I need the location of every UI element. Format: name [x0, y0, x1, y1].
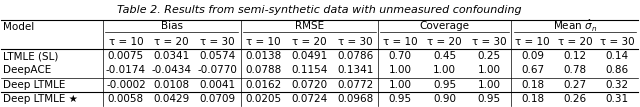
Text: 0.27: 0.27 — [563, 80, 586, 90]
Text: Mean $\hat{\sigma}_n$: Mean $\hat{\sigma}_n$ — [553, 18, 597, 34]
Text: 0.95: 0.95 — [433, 80, 456, 90]
Text: 0.0341: 0.0341 — [154, 51, 190, 61]
Text: 0.32: 0.32 — [605, 80, 629, 90]
Text: 0.0772: 0.0772 — [337, 80, 373, 90]
Text: τ = 10: τ = 10 — [515, 37, 550, 47]
Text: 0.95: 0.95 — [477, 94, 501, 104]
Text: LTMLE (SL): LTMLE (SL) — [3, 51, 59, 61]
Text: 0.0041: 0.0041 — [200, 80, 236, 90]
Text: 0.0138: 0.0138 — [245, 51, 282, 61]
Text: τ = 20: τ = 20 — [557, 37, 592, 47]
Text: 1.00: 1.00 — [389, 80, 412, 90]
Text: 0.86: 0.86 — [605, 65, 629, 75]
Text: τ = 30: τ = 30 — [600, 37, 635, 47]
Text: 0.18: 0.18 — [521, 80, 544, 90]
Text: 0.0786: 0.0786 — [337, 51, 373, 61]
Text: 0.26: 0.26 — [563, 94, 586, 104]
Text: Table 2. Results from semi-synthetic data with unmeasured confounding: Table 2. Results from semi-synthetic dat… — [117, 5, 522, 15]
Text: 0.45: 0.45 — [433, 51, 456, 61]
Text: -0.0002: -0.0002 — [106, 80, 146, 90]
Text: 0.0162: 0.0162 — [245, 80, 282, 90]
Text: 1.00: 1.00 — [389, 65, 412, 75]
Text: 0.0709: 0.0709 — [200, 94, 236, 104]
Text: 0.1341: 0.1341 — [337, 65, 373, 75]
Text: 0.0491: 0.0491 — [291, 51, 328, 61]
Text: Coverage: Coverage — [420, 21, 470, 31]
Text: τ = 20: τ = 20 — [428, 37, 462, 47]
Text: 1.00: 1.00 — [477, 80, 500, 90]
Text: 0.18: 0.18 — [521, 94, 544, 104]
Text: 0.0108: 0.0108 — [154, 80, 190, 90]
Text: τ = 10: τ = 10 — [246, 37, 281, 47]
Text: 0.0574: 0.0574 — [200, 51, 236, 61]
Text: 0.78: 0.78 — [563, 65, 586, 75]
Text: DeepACE: DeepACE — [3, 65, 51, 75]
Text: Deep LTMLE: Deep LTMLE — [3, 80, 66, 90]
Text: 1.00: 1.00 — [477, 65, 500, 75]
Text: 0.90: 0.90 — [433, 94, 456, 104]
Text: Deep LTMLE ★: Deep LTMLE ★ — [3, 94, 78, 104]
Text: 0.67: 0.67 — [521, 65, 544, 75]
Text: τ = 20: τ = 20 — [154, 37, 189, 47]
Text: Bias: Bias — [161, 21, 183, 31]
Text: 0.0968: 0.0968 — [337, 94, 373, 104]
Text: 0.0075: 0.0075 — [108, 51, 144, 61]
Text: RMSE: RMSE — [295, 21, 324, 31]
Text: -0.0434: -0.0434 — [152, 65, 192, 75]
Text: τ = 10: τ = 10 — [109, 37, 143, 47]
Text: 0.12: 0.12 — [563, 51, 586, 61]
Text: τ = 30: τ = 30 — [200, 37, 235, 47]
Text: τ = 10: τ = 10 — [383, 37, 418, 47]
Text: 0.0205: 0.0205 — [245, 94, 282, 104]
Text: 0.0724: 0.0724 — [291, 94, 328, 104]
Text: -0.0770: -0.0770 — [198, 65, 237, 75]
Text: 0.1154: 0.1154 — [291, 65, 328, 75]
Text: 0.31: 0.31 — [605, 94, 629, 104]
Text: 0.25: 0.25 — [477, 51, 501, 61]
Text: Model: Model — [3, 22, 35, 32]
Text: 0.95: 0.95 — [388, 94, 412, 104]
Text: -0.0174: -0.0174 — [106, 65, 146, 75]
Text: 0.0720: 0.0720 — [291, 80, 328, 90]
Text: τ = 20: τ = 20 — [292, 37, 326, 47]
Text: 0.70: 0.70 — [389, 51, 412, 61]
Text: τ = 30: τ = 30 — [338, 37, 372, 47]
Text: 1.00: 1.00 — [433, 65, 456, 75]
Text: 0.0788: 0.0788 — [245, 65, 282, 75]
Text: 0.0429: 0.0429 — [154, 94, 190, 104]
Text: 0.09: 0.09 — [521, 51, 544, 61]
Text: τ = 30: τ = 30 — [472, 37, 506, 47]
Text: 0.14: 0.14 — [605, 51, 629, 61]
Text: 0.0058: 0.0058 — [108, 94, 144, 104]
